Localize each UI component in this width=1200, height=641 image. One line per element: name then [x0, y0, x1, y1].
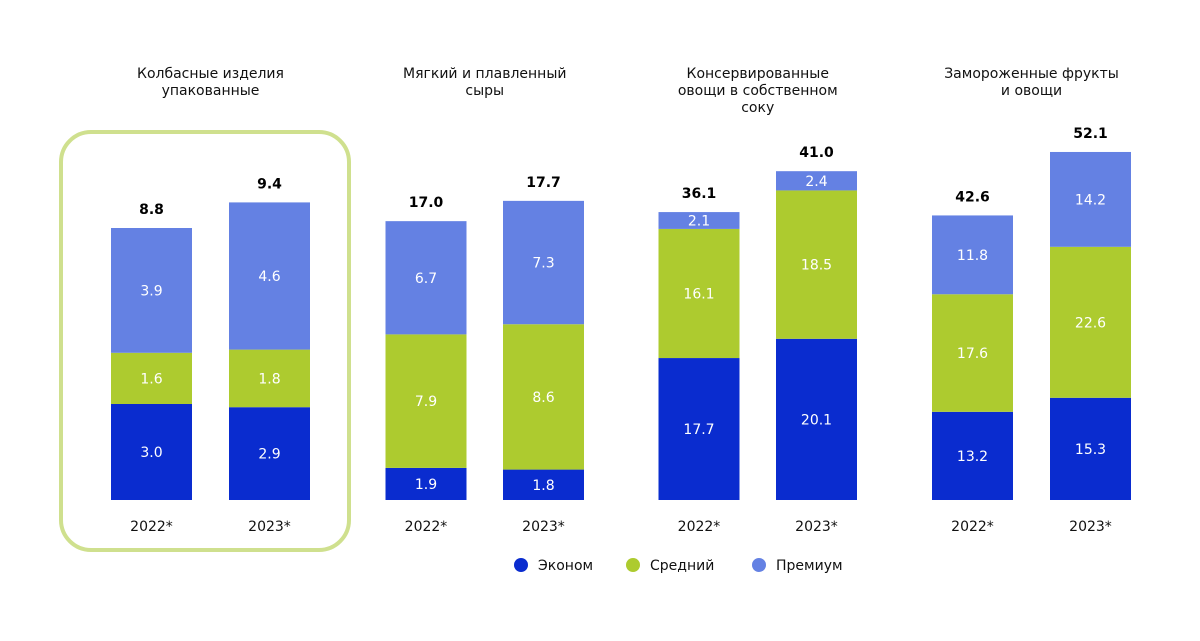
segment-value-label: 2.1 — [688, 214, 710, 230]
segment-value-label: 1.9 — [415, 477, 437, 493]
total-label: 41.0 — [799, 145, 834, 161]
year-label: 2022* — [130, 519, 173, 535]
bar-segment-Эконом — [111, 404, 192, 500]
year-label: 2022* — [405, 519, 448, 535]
group-title: и овощи — [1001, 83, 1062, 99]
year-label: 2023* — [522, 519, 565, 535]
year-label: 2023* — [795, 519, 838, 535]
bar-segment-Премиум — [658, 212, 740, 229]
group-title: сыры — [465, 83, 504, 99]
bar-segment-Средний — [932, 294, 1013, 412]
bar-segment-Эконом — [1050, 397, 1131, 500]
segment-value-label: 15.3 — [1075, 442, 1106, 458]
segment-value-label: 6.7 — [415, 271, 437, 287]
legend-dot — [626, 558, 640, 572]
group-title: Замороженные фрукты — [944, 66, 1119, 82]
segment-value-label: 13.2 — [957, 449, 988, 465]
group-title: Мягкий и плавленный — [403, 66, 566, 82]
group-title: овощи в собственном — [678, 83, 838, 99]
total-label: 36.1 — [682, 186, 717, 202]
total-label: 17.0 — [409, 195, 444, 211]
year-label: 2022* — [951, 519, 994, 535]
highlight-frame — [59, 130, 351, 552]
segment-value-label: 2.4 — [805, 174, 827, 190]
bar-segment-Премиум — [776, 171, 857, 191]
bar-segment-Эконом — [229, 407, 310, 500]
bar-segment-Средний — [111, 352, 192, 404]
total-label: 52.1 — [1073, 126, 1108, 142]
year-label: 2023* — [248, 519, 291, 535]
bar-segment-Эконом — [932, 411, 1013, 500]
year-label: 2022* — [678, 519, 721, 535]
bar-segment-Средний — [658, 228, 740, 359]
group-title: Консервированные — [687, 66, 829, 82]
segment-value-label: 17.6 — [957, 346, 988, 362]
segment-value-label: 22.6 — [1075, 315, 1106, 331]
bar-segment-Премиум — [385, 221, 467, 335]
segment-value-label: 2.9 — [258, 447, 280, 463]
bar-segment-Эконом — [503, 469, 584, 500]
segment-value-label: 14.2 — [1075, 192, 1106, 208]
bar-segment-Эконом — [776, 338, 857, 500]
legend-dot — [752, 558, 766, 572]
total-label: 17.7 — [526, 175, 561, 191]
bar-segment-Средний — [1050, 246, 1131, 398]
segment-value-label: 7.9 — [415, 394, 437, 410]
bar-segment-Средний — [776, 190, 857, 339]
segment-value-label: 3.0 — [140, 445, 162, 461]
segment-value-label: 1.8 — [532, 478, 554, 494]
total-label: 42.6 — [955, 189, 990, 205]
total-label: 9.4 — [257, 176, 282, 192]
segment-value-label: 4.6 — [258, 269, 280, 285]
legend-dot — [514, 558, 528, 572]
year-label: 2023* — [1069, 519, 1112, 535]
bar-segment-Эконом — [658, 358, 740, 500]
legend-label: Премиум — [776, 558, 843, 574]
group-title: упакованные — [162, 83, 260, 99]
bar-segment-Средний — [385, 334, 467, 468]
segment-value-label: 1.8 — [258, 371, 280, 387]
segment-value-label: 8.6 — [532, 390, 554, 406]
segment-value-label: 16.1 — [683, 286, 714, 302]
bar-segment-Средний — [229, 349, 310, 408]
bar-segment-Премиум — [229, 202, 310, 350]
bar-segment-Премиум — [503, 200, 584, 325]
bar-segment-Средний — [503, 324, 584, 470]
segment-value-label: 20.1 — [801, 412, 832, 428]
bar-segment-Премиум — [1050, 151, 1131, 247]
segment-value-label: 11.8 — [957, 248, 988, 264]
group-title: Колбасные изделия — [137, 66, 284, 82]
total-label: 8.8 — [139, 202, 164, 218]
bar-segment-Эконом — [385, 467, 467, 500]
legend-label: Средний — [650, 558, 714, 574]
segment-value-label: 7.3 — [532, 256, 554, 272]
segment-value-label: 1.6 — [140, 371, 162, 387]
segment-value-label: 17.7 — [683, 422, 714, 438]
group-title: соку — [741, 100, 774, 116]
bar-segment-Премиум — [111, 228, 192, 353]
bar-segment-Премиум — [932, 215, 1013, 295]
segment-value-label: 18.5 — [801, 258, 832, 274]
segment-value-label: 3.9 — [140, 283, 162, 299]
legend-label: Эконом — [538, 558, 593, 574]
